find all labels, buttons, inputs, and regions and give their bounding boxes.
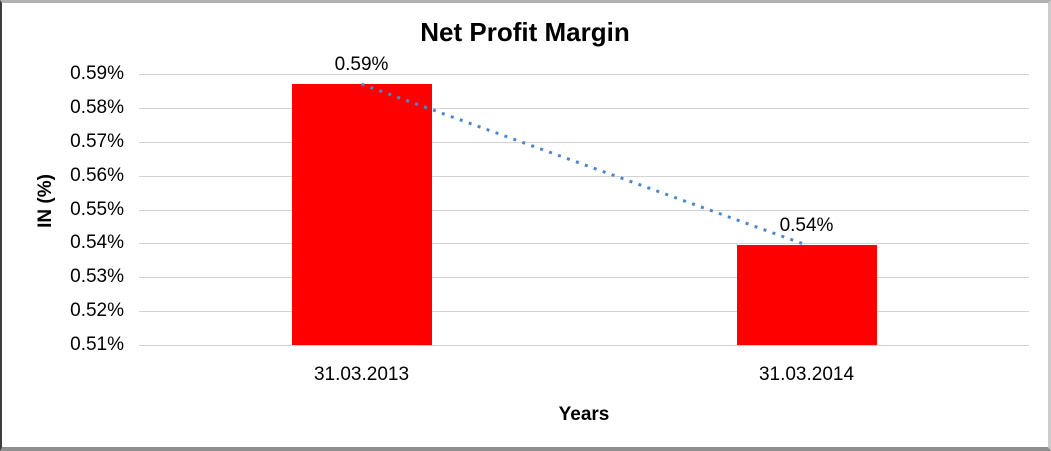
y-axis-tick-label: 0.53% [70,266,124,288]
gridline [139,277,1029,279]
bar [291,84,432,345]
x-axis-title: Years [558,404,610,425]
gridline [139,345,1029,346]
x-axis-tick-label: 31.03.2014 [758,364,855,385]
gridline [139,107,1029,109]
y-axis-tick-label: 0.56% [70,164,124,186]
y-axis-tick-label: 0.57% [70,130,124,152]
data-label: 0.54% [779,215,834,237]
gridline [139,209,1029,211]
chart-title: Net Profit Margin [420,17,630,47]
y-axis-tick-label: 0.54% [70,232,124,254]
x-axis-tick-label: 31.03.2013 [313,364,410,385]
y-axis-tick-label: 0.51% [70,334,124,355]
bar [736,245,877,345]
gridline [139,243,1029,245]
data-label: 0.59% [334,54,389,76]
y-axis-tick-label: 0.58% [70,96,124,118]
y-axis-tick-label: 0.52% [70,300,124,322]
gridline [139,141,1029,143]
y-axis-tick-label: 0.55% [70,198,124,220]
y-axis-tick-label: 0.59% [70,63,124,84]
gridline [139,311,1029,313]
gridline [139,175,1029,177]
gridline [139,74,1029,75]
